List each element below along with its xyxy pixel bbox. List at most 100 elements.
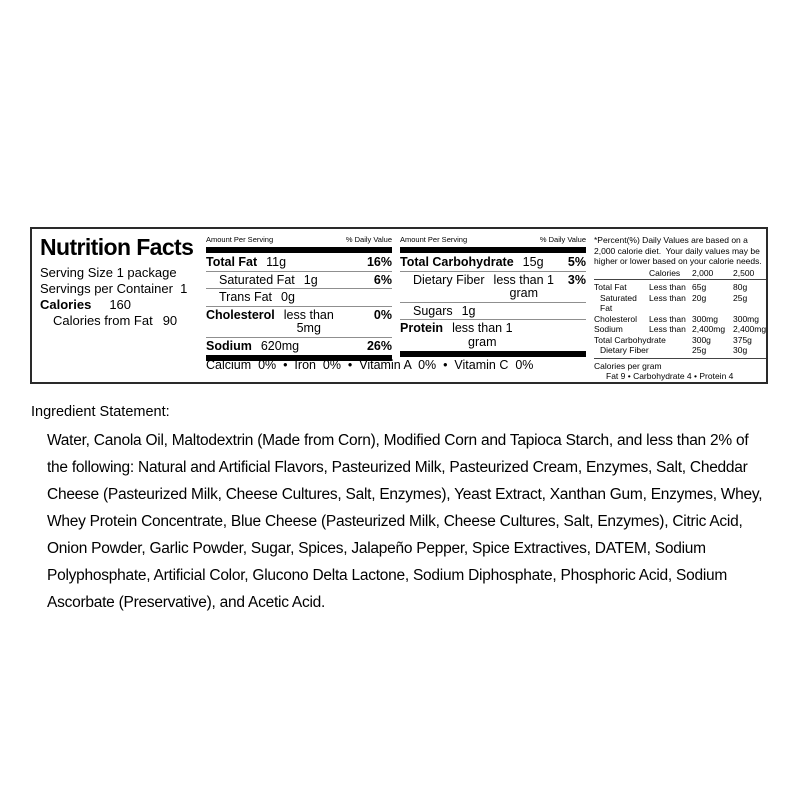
calories-from-fat-line: Calories from Fat 90	[40, 313, 204, 329]
nutrient-amount: less than 5mg	[283, 307, 334, 336]
header-spacer	[594, 268, 649, 279]
table-row: Dietary Fiber 25g 30g	[594, 345, 766, 356]
calories-value: 160	[109, 297, 132, 312]
row-dietary-fiber: Dietary Fiber less than 1 gram 3%	[400, 272, 586, 303]
servings-per-container-text: Servings per Container 1	[40, 281, 188, 296]
nutrient-amount: 15g	[522, 255, 544, 269]
row-name: Dietary Fiber	[600, 345, 649, 355]
calories-per-gram-values: Fat 9 • Carbohydrate 4 • Protein 4	[606, 371, 734, 381]
daily-values-footnote: *Percent(%) Daily Values are based on a …	[594, 235, 766, 382]
row-2500-value: 375g	[733, 334, 752, 345]
calories-per-gram-section: Calories per gram Fat 9 • Carbohydrate 4…	[594, 361, 766, 382]
nutrient-panel-2: Amount Per Serving % Daily Value Total C…	[400, 235, 586, 358]
nutrient-amount: less than 1 gram	[452, 321, 513, 349]
nutrient-daily-value: 5%	[567, 255, 586, 269]
row-2500-value: 30g	[733, 345, 748, 355]
thin-rule	[594, 356, 766, 359]
row-qualifier: Less than	[649, 292, 686, 303]
row-name: Sodium	[594, 324, 623, 334]
nutrition-facts-panel: Nutrition Facts Serving Size 1 package S…	[30, 227, 768, 384]
label-header-section: Nutrition Facts Serving Size 1 package S…	[40, 234, 204, 329]
ingredient-statement-heading: Ingredient Statement:	[31, 404, 170, 420]
row-total-carbohydrate: Total Carbohydrate 15g 5%	[400, 254, 586, 272]
table-row: Total Fat Less than 65g 80g	[594, 282, 766, 293]
row-name: Cholesterol	[594, 313, 637, 324]
calories-label: Calories	[40, 297, 92, 312]
nutrient-name: Trans Fat	[219, 290, 273, 304]
nutrient-daily-value: 16%	[366, 255, 392, 269]
nutrient-amount: 1g	[303, 272, 318, 287]
row-qualifier: Less than	[649, 282, 686, 292]
nutrient-amount: 0g	[281, 290, 295, 304]
row-2000-value: 25g	[692, 345, 707, 355]
row-2000-value: 300mg	[692, 313, 718, 324]
amount-line-1: less than 1	[493, 272, 555, 287]
row-sodium: Sodium 620mg 26%	[206, 338, 392, 355]
amount-line-1: less than	[283, 307, 334, 322]
panel1-column-headers: Amount Per Serving % Daily Value	[206, 235, 392, 246]
calories-line: Calories 160	[40, 297, 204, 313]
row-2500-value: 2,400mg	[733, 324, 767, 334]
thick-rule	[206, 247, 392, 253]
vitamins-minerals-line: Calcium 0% • Iron 0% • Vitamin A 0% • Vi…	[206, 358, 534, 372]
row-qualifier: Less than	[649, 313, 686, 324]
header-2500: 2,500	[733, 267, 755, 278]
header-calories: Calories	[649, 267, 681, 278]
amount-line-2: gram	[509, 286, 539, 300]
nutrition-facts-title: Nutrition Facts	[40, 234, 194, 260]
nutrient-panel-1: Amount Per Serving % Daily Value Total F…	[206, 235, 392, 362]
ingredient-statement-body: Water, Canola Oil, Maltodextrin (Made fr…	[47, 432, 763, 611]
panel2-column-headers: Amount Per Serving % Daily Value	[400, 235, 586, 246]
daily-value-header: % Daily Value	[345, 235, 392, 244]
table-row: Cholesterol Less than 300mg 300mg	[594, 314, 766, 325]
row-2500-value: 80g	[733, 282, 748, 292]
nutrient-daily-value: 26%	[366, 338, 392, 353]
table-row: Total Carbohydrate 300g 375g	[594, 335, 766, 346]
row-name: Total Carbohydrate	[594, 334, 666, 345]
amount-line-2: gram	[468, 334, 497, 349]
row-2000-value: 300g	[692, 334, 711, 345]
daily-values-table: Calories 2,000 2,500 Total Fat Less than…	[594, 268, 766, 359]
row-saturated-fat: Saturated Fat 1g 6%	[206, 272, 392, 289]
row-total-fat: Total Fat 11g 16%	[206, 254, 392, 272]
header-2000: 2,000	[692, 267, 714, 278]
nutrient-name: Sodium	[206, 338, 252, 353]
row-2500-value: 25g	[733, 292, 748, 303]
row-2000-value: 65g	[692, 282, 707, 292]
row-2000-value: 20g	[692, 292, 707, 303]
nutrient-daily-value: 0%	[373, 307, 392, 322]
daily-values-table-header: Calories 2,000 2,500	[594, 267, 766, 280]
row-protein: Protein less than 1 gram	[400, 320, 586, 350]
row-sugars: Sugars 1g	[400, 303, 586, 320]
nutrient-name: Protein	[400, 321, 444, 335]
row-name: Saturated Fat	[600, 292, 637, 314]
nutrient-amount: 1g	[461, 303, 476, 318]
thick-rule	[400, 247, 586, 253]
nutrient-name: Total Fat	[206, 255, 258, 269]
nutrient-name: Total Carbohydrate	[400, 255, 514, 269]
row-cholesterol: Cholesterol less than 5mg 0%	[206, 307, 392, 338]
row-2500-value: 300mg	[733, 313, 759, 324]
amount-line-2: 5mg	[296, 321, 321, 335]
ingredient-statement-section: Ingredient Statement: Water, Canola Oil,…	[31, 402, 770, 616]
nutrient-name: Dietary Fiber	[413, 272, 485, 287]
nutrient-amount: 620mg	[260, 338, 300, 353]
amount-line-1: less than 1	[452, 321, 513, 335]
calories-per-gram-label: Calories per gram	[594, 360, 662, 371]
thick-rule	[400, 351, 586, 357]
amount-per-serving-header: Amount Per Serving	[400, 235, 468, 244]
nutrient-name: Cholesterol	[206, 307, 275, 322]
row-name: Total Fat	[594, 282, 627, 292]
amount-per-serving-header: Amount Per Serving	[206, 235, 274, 244]
serving-size-text: Serving Size 1 package	[40, 265, 177, 280]
calories-from-fat-value: 90	[162, 313, 178, 328]
nutrient-name: Sugars	[413, 303, 453, 318]
footnote-text: *Percent(%) Daily Values are based on a …	[594, 235, 763, 266]
thick-rule	[206, 355, 392, 361]
table-row: Saturated Fat Less than 20g 25g	[594, 293, 766, 314]
nutrient-amount: less than 1 gram	[493, 272, 555, 301]
nutrient-name: Saturated Fat	[219, 272, 295, 287]
nutrient-daily-value: 6%	[373, 272, 392, 287]
table-row: Sodium Less than 2,400mg 2,400mg	[594, 324, 766, 335]
